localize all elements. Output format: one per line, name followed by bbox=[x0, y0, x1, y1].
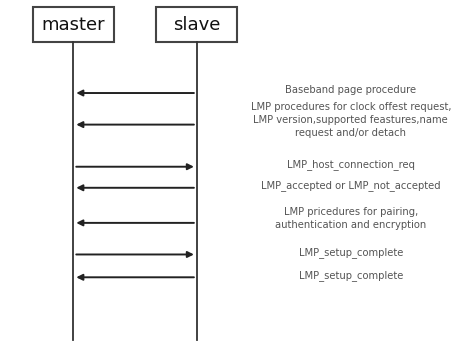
Text: LMP_accepted or LMP_not_accepted: LMP_accepted or LMP_not_accepted bbox=[261, 180, 440, 192]
Text: Baseband page procedure: Baseband page procedure bbox=[285, 85, 416, 94]
FancyBboxPatch shape bbox=[33, 7, 114, 42]
Text: LMP procedures for clock offest request,
LMP version,supported feastures,name
re: LMP procedures for clock offest request,… bbox=[251, 102, 451, 138]
FancyBboxPatch shape bbox=[156, 7, 237, 42]
Text: LMP_setup_complete: LMP_setup_complete bbox=[299, 247, 403, 258]
Text: LMP_setup_complete: LMP_setup_complete bbox=[299, 270, 403, 281]
Text: master: master bbox=[42, 15, 105, 34]
Text: LMP pricedures for pairing,
authentication and encryption: LMP pricedures for pairing, authenticati… bbox=[275, 207, 427, 230]
Text: slave: slave bbox=[173, 15, 220, 34]
Text: LMP_host_connection_req: LMP_host_connection_req bbox=[287, 159, 415, 171]
